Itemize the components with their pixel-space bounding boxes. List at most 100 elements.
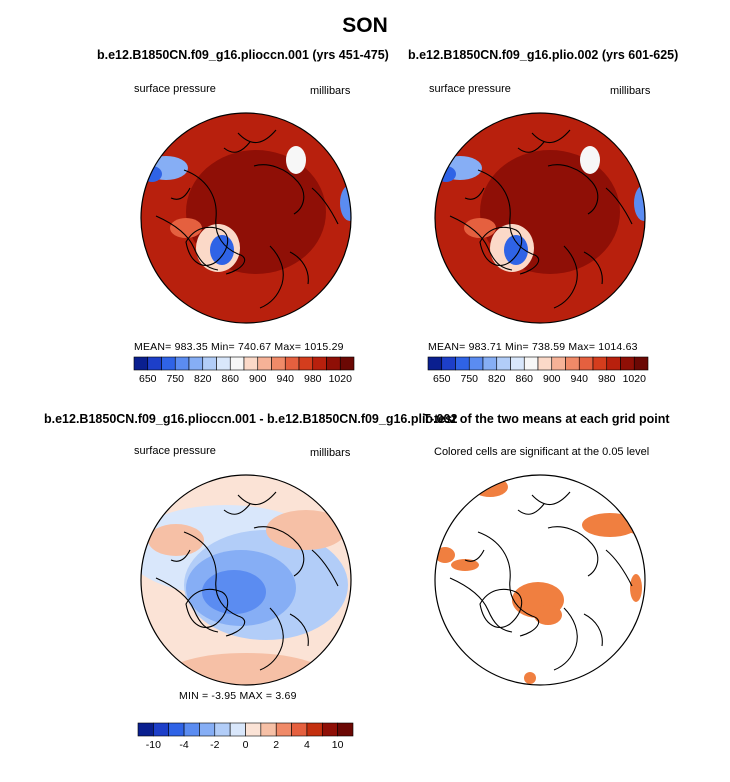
map-2-coastline-1: [477, 169, 540, 275]
map-2-coastline-5: [531, 129, 571, 143]
map-2-canada-mid: [464, 218, 496, 238]
colorbar-1-swatch-14: [312, 356, 327, 371]
colorbar-1-tick-label: 820: [194, 373, 212, 385]
map-2-border: [434, 112, 646, 324]
colorbar-1-tick-label: 860: [221, 373, 239, 385]
map-3-coastline-4: [253, 526, 305, 577]
colorbar-2-swatch-4: [468, 356, 484, 371]
map-2-field: [435, 113, 645, 323]
map-1-coastline-10: [170, 187, 191, 200]
colorbar-2-swatch-9: [537, 356, 553, 371]
colorbar-3-swatch-14: [337, 722, 354, 737]
colorbar-1: 650 750 820 860 900 940 980 1020: [133, 356, 355, 385]
colorbar-1-swatch-7: [216, 356, 231, 371]
map-1-coastline-1: [183, 169, 246, 275]
map-2-coastline-8: [605, 187, 633, 225]
colorbar-3-swatch-11: [291, 722, 308, 737]
colorbar-2-swatch-6: [496, 356, 511, 371]
map-3-coastline-5: [237, 491, 277, 505]
map-1-low-core: [142, 166, 162, 182]
panel-2-variable-label: surface pressure: [429, 83, 511, 95]
map-3-positive-region: [266, 510, 346, 550]
panel-2-title: b.e12.B1850CN.f09_g16.plio.002 (yrs 601-…: [408, 48, 679, 62]
colorbar-2-tick-label: 980: [598, 373, 616, 385]
map-2-coastline-7: [583, 251, 603, 285]
colorbar-3-tick-label: 10: [332, 739, 344, 751]
colorbar-3-swatch-8: [245, 722, 262, 737]
colorbar-1-tick-label: 1020: [329, 373, 353, 385]
map-3-coastline-3: [185, 588, 229, 628]
colorbar-2-swatch-12: [578, 356, 594, 371]
map-1-mid-region: [286, 146, 306, 174]
colorbar-1-swatch-2: [147, 356, 162, 371]
colorbar-2-swatch-8: [523, 356, 539, 371]
colorbar-2-swatch-1: [427, 356, 443, 371]
map-4-significant-cell-4: [625, 502, 645, 534]
map-4-coastline-9: [517, 503, 545, 515]
map-2-low-core: [436, 166, 456, 182]
map-2-coastline-3: [479, 226, 523, 266]
map-3-coastline-9: [223, 503, 251, 515]
map-4-significant-cell-5: [451, 559, 479, 571]
panel-3-variable-label: surface pressure: [134, 445, 216, 457]
colorbar-2-swatch-15: [620, 356, 635, 371]
colorbar-3-swatch-12: [306, 722, 323, 737]
map-4-coastline-10: [464, 549, 485, 562]
colorbar-3-tick-label: 4: [304, 739, 310, 751]
colorbar-1-swatch-8: [229, 356, 245, 371]
map-4-coastline-1: [477, 531, 540, 637]
colorbar-1-tick-label: 750: [166, 373, 184, 385]
colorbar-3-swatch-3: [168, 722, 185, 737]
map-2-coastline-4: [547, 164, 599, 215]
colorbar-3-swatch-5: [199, 722, 216, 737]
map-3-coastline-2: [155, 577, 219, 633]
colorbar-1-tick-label: 650: [139, 373, 157, 385]
panel-3-title: b.e12.B1850CN.f09_g16.plioccn.001 - b.e1…: [44, 412, 458, 426]
map-3-positive-region-south: [166, 653, 326, 685]
colorbar-2-tick-label: 1020: [623, 373, 647, 385]
map-3-border: [140, 474, 352, 686]
panel-4-significance-label: Colored cells are significant at the 0.0…: [434, 446, 650, 458]
map-4-significant-cell-8: [630, 574, 642, 602]
map-4-coastline-7: [583, 613, 603, 647]
map-4-coastline-2: [449, 577, 513, 633]
colorbar-2-tick-label: 940: [570, 373, 588, 385]
map-3-coastline-7: [289, 613, 309, 647]
map-1-coastline-2: [155, 215, 219, 271]
map-4-significant-cell-2: [435, 547, 455, 563]
colorbar-2-tick-label: 650: [433, 373, 451, 385]
map-1-field: [141, 113, 351, 323]
map-4-field: [435, 475, 645, 685]
colorbar-2-swatch-7: [510, 356, 525, 371]
colorbar-2-swatch-16: [633, 356, 649, 371]
colorbar-3-swatch-6: [214, 722, 231, 737]
colorbar-1-swatch-11: [271, 356, 286, 371]
colorbar-2-swatch-13: [592, 356, 608, 371]
map-4-background: [435, 475, 645, 685]
panel-3-units-label: millibars: [310, 447, 351, 459]
map-3-deep-blue-region: [202, 570, 266, 614]
colorbar-2: 650 750 820 860 900 940 980 1020: [427, 356, 649, 385]
colorbar-1-swatch-9: [243, 356, 259, 371]
map-4-significant-cell-7: [534, 605, 562, 625]
colorbar-2-swatch-14: [606, 356, 621, 371]
map-1-coastline-6: [259, 245, 284, 309]
panel-3-stats: MIN = -3.95 MAX = 3.69: [179, 690, 297, 702]
colorbar-2-swatch-5: [482, 356, 498, 371]
map-2-mid-region: [580, 146, 600, 174]
map-1-coastline-7: [289, 251, 309, 285]
map-4-coastline-3: [479, 588, 523, 628]
colorbar-1-swatch-10: [257, 356, 272, 371]
colorbar-1-swatch-3: [161, 356, 176, 371]
panel-2-units-label: millibars: [610, 85, 651, 97]
map-4-coastline-8: [605, 549, 633, 587]
map-2-coastline-10: [464, 187, 485, 200]
panel-1-variable-label: surface pressure: [134, 83, 216, 95]
colorbar-1-swatch-12: [284, 356, 300, 371]
colorbar-3-swatch-13: [321, 722, 338, 737]
map-4-coastline-4: [547, 526, 599, 577]
map-3-coastline-6: [259, 607, 284, 671]
colorbar-2-swatch-3: [455, 356, 470, 371]
colorbar-2-tick-label: 860: [515, 373, 533, 385]
